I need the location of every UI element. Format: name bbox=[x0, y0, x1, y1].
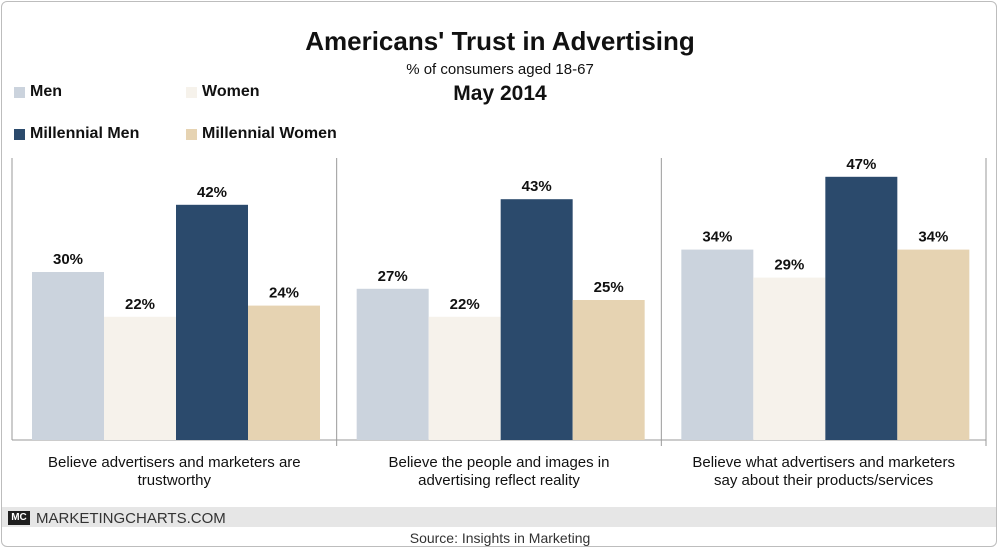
data-label: 22% bbox=[450, 296, 480, 313]
legend-label-millennial-women: Millennial Women bbox=[202, 125, 337, 142]
data-label: 25% bbox=[594, 279, 624, 296]
category-label: Believe what advertisers and marketers bbox=[692, 454, 955, 471]
data-label: 30% bbox=[53, 251, 83, 268]
legend-item-women: Women bbox=[186, 83, 259, 101]
bar-men bbox=[681, 249, 754, 440]
bar-millennial-men bbox=[825, 176, 898, 441]
legend-item-men: Men bbox=[14, 83, 62, 101]
category-label: Believe advertisers and marketers are bbox=[48, 454, 301, 471]
legend-swatch-men bbox=[14, 86, 25, 98]
footer-bar bbox=[2, 507, 996, 527]
data-label: 22% bbox=[125, 296, 155, 313]
source-note: Source: Insights in Marketing bbox=[409, 530, 591, 546]
bar-women bbox=[428, 316, 501, 440]
data-label: 34% bbox=[918, 229, 948, 246]
legend-label-women: Women bbox=[202, 83, 260, 100]
brand-name: MARKETINGCHARTS.COM bbox=[36, 510, 226, 527]
data-label: 24% bbox=[269, 285, 299, 302]
chart-title: Americans' Trust in Advertising bbox=[305, 26, 695, 56]
category-label: advertising reflect reality bbox=[418, 472, 580, 489]
data-label: 34% bbox=[702, 229, 732, 246]
bar-women bbox=[104, 316, 176, 440]
chart-subtitle: % of consumers aged 18-67 bbox=[406, 61, 594, 78]
bar-men bbox=[32, 272, 104, 440]
data-label: 42% bbox=[197, 184, 227, 201]
legend-item-millennial-men: Millennial Men bbox=[14, 125, 139, 143]
bar-millennial-women bbox=[248, 305, 320, 440]
category-label: Believe the people and images in bbox=[389, 454, 610, 471]
category-label: say about their products/services bbox=[714, 472, 933, 489]
bar-millennial-women bbox=[897, 249, 970, 440]
data-label: 27% bbox=[378, 268, 408, 285]
data-label: 47% bbox=[846, 156, 876, 173]
bar-millennial-men bbox=[500, 199, 573, 440]
category-label: trustworthy bbox=[138, 472, 212, 489]
brand-logo: MC bbox=[8, 511, 30, 525]
legend-item-millennial-women: Millennial Women bbox=[186, 125, 337, 143]
chart-date: May 2014 bbox=[453, 82, 547, 105]
legend-swatch-women bbox=[186, 86, 197, 98]
legend-swatch-millennial-women bbox=[186, 128, 197, 140]
bar-millennial-women bbox=[572, 300, 645, 440]
legend-label-millennial-men: Millennial Men bbox=[30, 125, 140, 142]
data-label: 29% bbox=[774, 257, 804, 274]
legend-label-men: Men bbox=[30, 83, 62, 100]
bar-women bbox=[753, 277, 826, 440]
bar-men bbox=[356, 288, 429, 440]
bar-millennial-men bbox=[176, 204, 248, 440]
legend-swatch-millennial-men bbox=[14, 128, 25, 140]
bar-chart: 30% 22% 42% 24% Believe advertisers and mark… bbox=[11, 156, 987, 489]
data-label: 43% bbox=[522, 178, 552, 195]
